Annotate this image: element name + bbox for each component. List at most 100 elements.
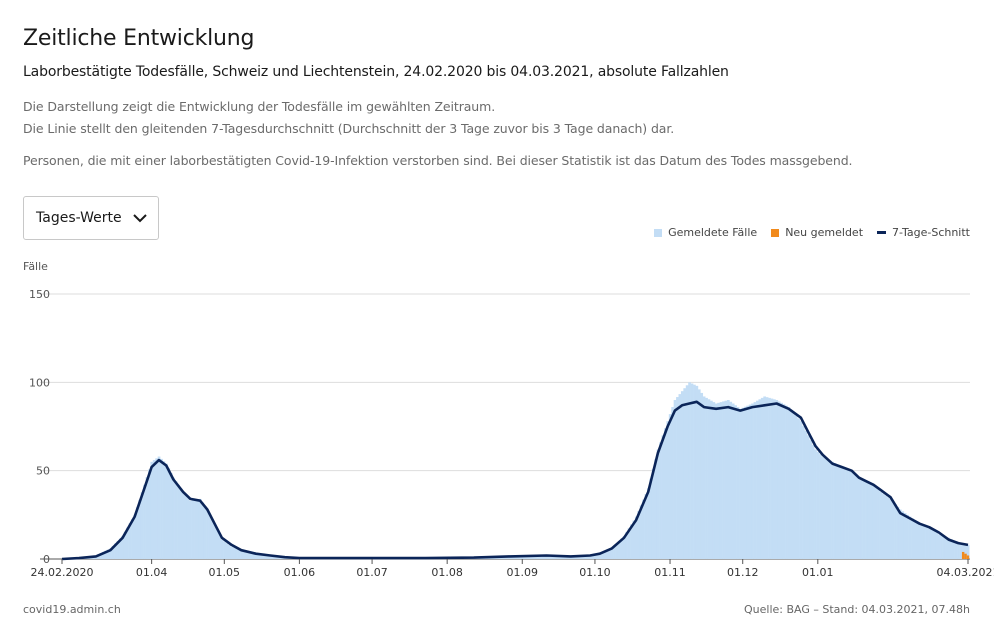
bar	[208, 514, 212, 559]
bar	[649, 478, 653, 559]
bar	[685, 385, 689, 559]
bar	[542, 555, 546, 559]
bar	[128, 523, 132, 559]
bar	[172, 477, 175, 559]
y-axis-label: Fälle	[23, 260, 48, 273]
bar	[550, 555, 553, 559]
bar	[227, 544, 231, 559]
bar	[719, 402, 723, 559]
bar	[581, 555, 585, 559]
legend-item-new[interactable]: Neu gemeldet	[771, 226, 863, 239]
bar	[731, 403, 735, 559]
bar	[911, 518, 914, 559]
bar	[952, 540, 955, 559]
bar	[169, 473, 173, 559]
bar	[177, 484, 180, 559]
bar	[160, 458, 163, 559]
legend-item-avg[interactable]: 7-Tage-Schnitt	[877, 226, 970, 239]
legend-item-reported[interactable]: Gemeldete Fälle	[654, 226, 757, 239]
bar	[118, 538, 122, 559]
bar	[872, 484, 876, 559]
bar	[918, 523, 922, 559]
bar	[741, 407, 745, 559]
bar	[174, 481, 178, 559]
bar	[111, 545, 115, 559]
bar	[787, 407, 791, 559]
bar	[261, 554, 265, 559]
bar	[608, 549, 611, 559]
bar	[545, 555, 549, 559]
bar	[191, 500, 195, 559]
bar	[823, 457, 827, 559]
bar	[702, 396, 706, 559]
bar	[826, 459, 830, 559]
bar	[661, 435, 665, 559]
bar	[923, 525, 926, 559]
bar	[654, 459, 658, 559]
bar	[663, 428, 667, 559]
bar	[598, 553, 602, 559]
bar	[252, 553, 255, 559]
bar	[676, 397, 679, 559]
bar	[220, 539, 224, 559]
bar	[780, 402, 783, 559]
bar	[712, 402, 716, 559]
bar	[690, 383, 694, 559]
bar	[213, 523, 217, 559]
bar	[186, 497, 190, 559]
bar	[210, 518, 214, 559]
bar	[135, 507, 139, 559]
bar	[600, 552, 604, 559]
bar	[273, 556, 277, 559]
bar	[714, 403, 718, 559]
bar	[157, 456, 161, 559]
bar	[806, 435, 810, 559]
bar	[835, 464, 839, 559]
bar	[271, 555, 275, 559]
bar	[106, 549, 110, 559]
bar	[647, 488, 650, 559]
source-link[interactable]: covid19.admin.ch	[23, 603, 121, 616]
bar	[707, 399, 711, 559]
bar	[906, 514, 909, 559]
bar	[235, 548, 238, 559]
legend-swatch-reported	[654, 228, 663, 237]
legend-label-new: Neu gemeldet	[785, 226, 864, 239]
legend-swatch-avg	[877, 231, 887, 234]
bar	[722, 401, 725, 559]
bar	[133, 514, 137, 559]
bar	[596, 554, 599, 559]
bar	[584, 555, 587, 559]
bar	[552, 555, 556, 559]
bar	[164, 463, 168, 559]
bar	[152, 460, 156, 559]
bar	[615, 543, 619, 559]
x-tick-label: 01.10	[579, 566, 611, 579]
bar	[930, 528, 934, 559]
bar	[218, 534, 221, 559]
bar	[855, 475, 859, 559]
bar	[961, 543, 965, 559]
bar	[693, 384, 696, 559]
view-select[interactable]: Tages-Werte	[23, 196, 159, 240]
bar	[877, 489, 880, 559]
y-tick-label: 100	[29, 376, 50, 389]
bar	[644, 493, 648, 559]
bar	[257, 553, 260, 559]
bar	[203, 506, 207, 559]
bar	[264, 554, 267, 559]
bar	[935, 532, 939, 559]
bar	[928, 527, 931, 559]
bar	[671, 407, 674, 559]
bar	[920, 524, 924, 559]
bar	[668, 414, 672, 559]
bar	[116, 540, 120, 559]
bar	[247, 551, 251, 559]
bar	[884, 495, 888, 559]
bar	[763, 396, 767, 559]
bar	[167, 468, 171, 559]
bar	[184, 494, 188, 559]
avg-line	[61, 400, 969, 561]
bar	[802, 425, 805, 559]
